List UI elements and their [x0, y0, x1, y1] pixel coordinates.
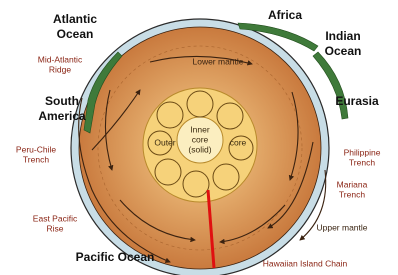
label: Ridge — [49, 64, 71, 74]
label: Upper mantle — [316, 222, 367, 232]
label: Lower mantle — [192, 56, 243, 66]
label: Ocean — [325, 44, 362, 58]
label: East Pacific — [33, 213, 78, 223]
label: core — [192, 134, 209, 144]
label: Ocean — [57, 27, 94, 41]
label: Indian — [325, 29, 360, 43]
label: Inner — [190, 124, 210, 134]
label: core — [230, 137, 247, 147]
label: Africa — [268, 8, 302, 22]
label: Mid-Atlantic — [38, 54, 83, 64]
label: Eurasia — [335, 94, 379, 108]
label: Hawaiian Island Chain — [263, 258, 348, 268]
label: Atlantic — [53, 12, 97, 26]
label: Peru-Chile — [16, 144, 56, 154]
label: Trench — [349, 157, 375, 167]
label: South — [45, 94, 79, 108]
label: (solid) — [188, 144, 211, 154]
label: Trench — [23, 154, 49, 164]
label: Outer — [154, 137, 175, 147]
label: Mariana — [337, 179, 368, 189]
label: America — [38, 109, 86, 123]
earth-diagram: Atlantic Ocean Africa Indian Ocean Mid-A… — [0, 0, 398, 275]
label: Philippine — [344, 147, 381, 157]
label: Trench — [339, 189, 365, 199]
label: Rise — [46, 223, 63, 233]
label: Pacific Ocean — [76, 250, 155, 264]
